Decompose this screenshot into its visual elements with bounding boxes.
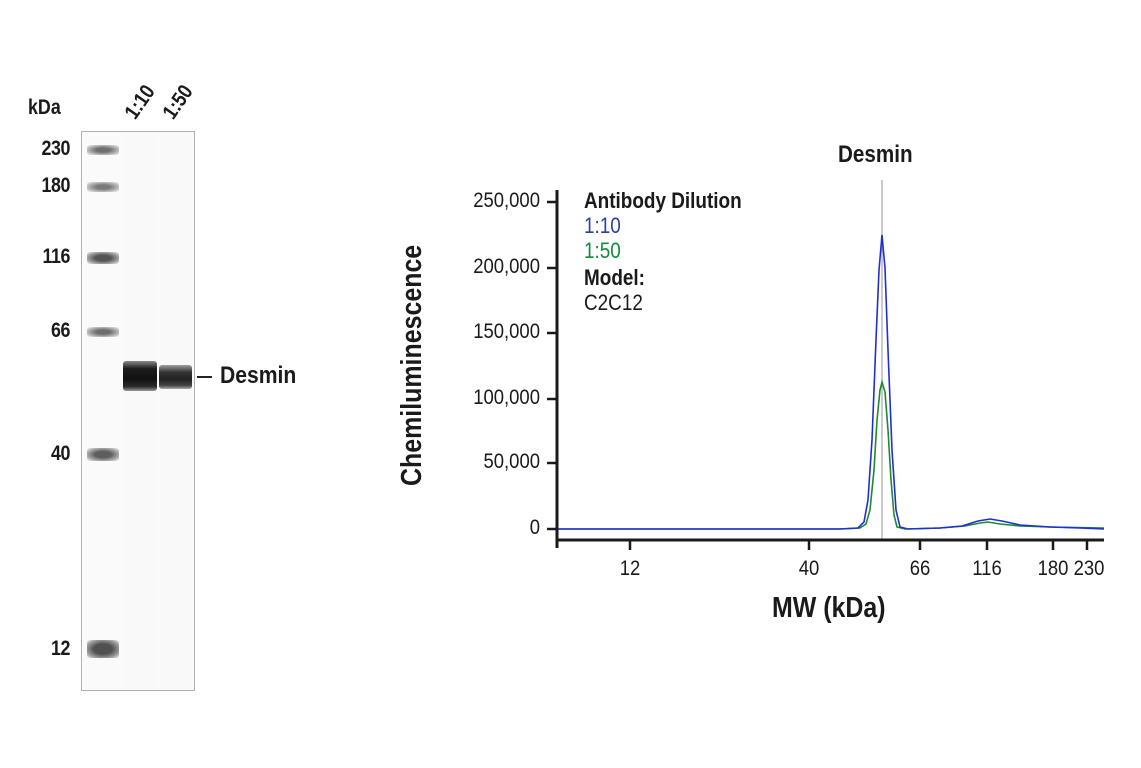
y-tick-label-0: 0	[529, 516, 540, 539]
marker-label-66: 66	[50, 319, 70, 342]
marker-label-180: 180	[41, 174, 70, 197]
ladder-band-180	[87, 182, 119, 192]
series-1-10-trace	[557, 234, 1105, 530]
desmin-pointer-line	[197, 376, 212, 378]
x-tick-label-40: 40	[798, 557, 820, 580]
sample-lane-1	[123, 132, 157, 690]
ladder-band-230	[87, 145, 119, 155]
y-tick-label-100000: 100,000	[473, 386, 540, 409]
legend-model-title: Model:	[584, 265, 645, 290]
x-tick-label-66: 66	[909, 557, 931, 580]
desmin-band-1	[123, 361, 157, 391]
x-tick-label-116: 116	[972, 557, 1002, 580]
ladder-band-66	[87, 327, 119, 337]
series-1-50-trace	[557, 378, 1105, 530]
blot-target-label: Desmin	[220, 362, 297, 389]
ladder-band-116	[87, 252, 119, 264]
legend-title: Antibody Dilution	[584, 188, 742, 213]
x-ticks	[628, 540, 1089, 550]
legend-item-1-50: 1:50	[584, 238, 621, 263]
sample-lane-2	[159, 132, 192, 690]
ladder-band-40	[87, 448, 119, 461]
marker-label-230: 230	[41, 137, 70, 160]
ladder-band-12	[87, 640, 119, 658]
y-tick-label-150000: 150,000	[473, 320, 540, 343]
marker-label-12: 12	[50, 637, 70, 660]
blot-unit-label: kDa	[28, 96, 61, 119]
x-tick-label-230: 230	[1073, 557, 1105, 580]
y-tick-label-250000: 250,000	[473, 189, 540, 212]
legend-model-value: C2C12	[584, 290, 643, 315]
x-tick-label-12: 12	[619, 557, 641, 580]
y-tick-label-200000: 200,000	[473, 255, 540, 278]
y-tick-label-50000: 50,000	[483, 450, 540, 473]
blot-image	[81, 131, 195, 691]
marker-label-116: 116	[42, 245, 70, 268]
legend-item-1-10: 1:10	[584, 213, 621, 238]
y-ticks	[547, 200, 557, 531]
chart-legend: Antibody Dilution 1:10 1:50 Model: C2C12	[584, 188, 767, 315]
y-axis-title: Chemiluminescence	[396, 244, 428, 486]
peak-annotation-label: Desmin	[838, 141, 913, 168]
desmin-band-2	[159, 365, 192, 389]
x-tick-label-180: 180	[1037, 557, 1069, 580]
ladder-lane	[85, 132, 121, 690]
x-axis-title: MW (kDa)	[772, 592, 886, 624]
marker-label-40: 40	[50, 442, 70, 465]
